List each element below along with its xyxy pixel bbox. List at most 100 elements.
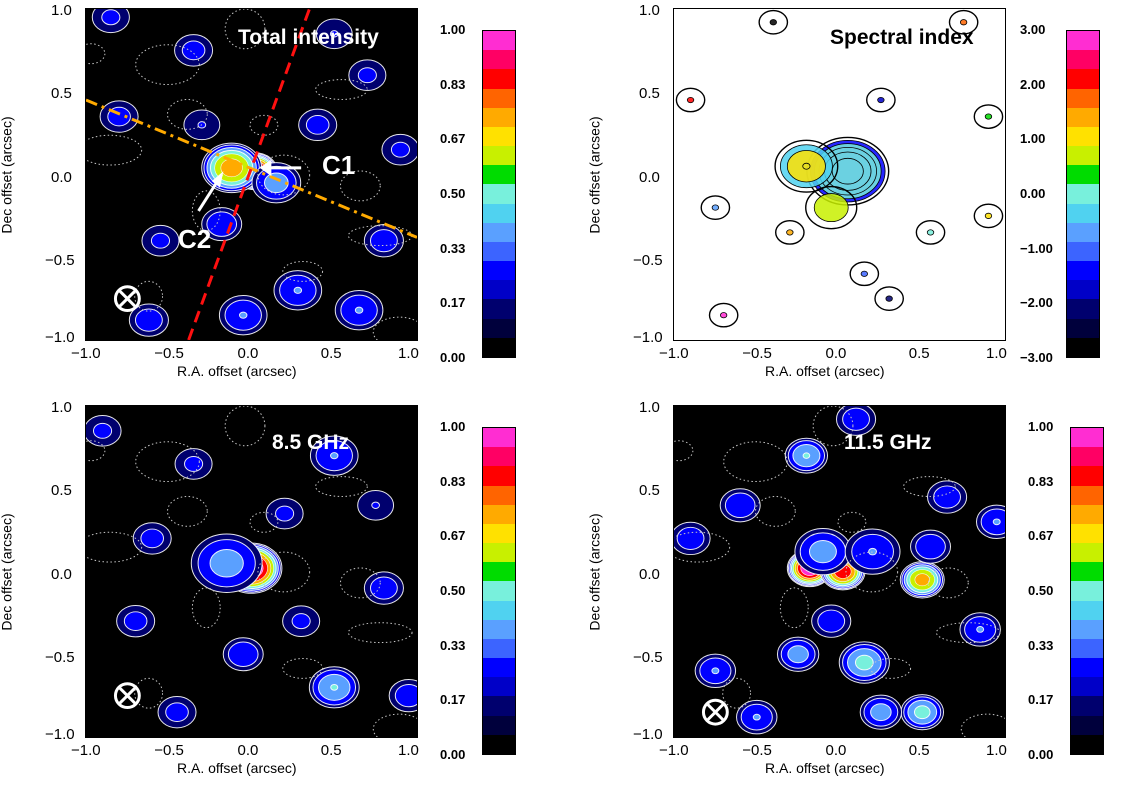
- colorbar-segment: [483, 280, 515, 300]
- colorbar-segment: [1071, 428, 1103, 448]
- emission-peak: [92, 422, 113, 439]
- x-tick-label: 1.0: [986, 742, 1007, 759]
- emission-peak: [686, 96, 695, 104]
- emission-peak: [676, 526, 705, 550]
- panel-spectral-index: Spectral index −1.0 −0.5 0.0 0.5 1.0 1.0 0.5 0.0…: [587, 0, 1144, 397]
- emission-peak: [849, 261, 880, 287]
- colorbar-segment: [483, 126, 515, 147]
- emission-peak: [933, 485, 961, 509]
- colorbar-label: 0.83: [440, 473, 466, 489]
- colorbar-label: 0.83: [1028, 473, 1054, 489]
- panel-title: Total intensity: [238, 26, 379, 49]
- emission-peak: [787, 645, 809, 664]
- colorbar-label: 0.00: [440, 350, 466, 365]
- colorbar-label: −3.00: [1020, 350, 1053, 365]
- x-tick-label: 0.5: [320, 345, 342, 362]
- colorbar-label: 0.50: [440, 186, 466, 201]
- colorbar-segment: [483, 581, 515, 601]
- negative-contour: [372, 713, 417, 737]
- emission-peak: [293, 286, 303, 294]
- emission-peak: [724, 492, 756, 519]
- colorbar: [482, 30, 516, 358]
- emission-peak: [227, 641, 259, 668]
- x-tick-label: 0.0: [825, 345, 847, 362]
- x-tick-label: 1.0: [398, 742, 419, 759]
- y-tick-label: 0.5: [639, 85, 660, 103]
- beam-marker-icon: [113, 285, 141, 313]
- y-tick-label: 1.0: [639, 399, 660, 416]
- colorbar-segment: [1067, 318, 1099, 338]
- emission-peak: [720, 312, 728, 319]
- map-svg: [86, 406, 417, 737]
- negative-contour: [845, 551, 899, 593]
- negative-contour: [135, 44, 200, 86]
- colorbar-segment: [1071, 466, 1103, 486]
- emission-peak: [885, 295, 893, 302]
- negative-contour: [134, 677, 164, 709]
- negative-contour: [674, 531, 731, 563]
- colorbar-segment: [483, 165, 515, 185]
- colorbar-label: 0.50: [440, 583, 466, 598]
- emission-peak: [354, 306, 364, 314]
- map-image: [673, 405, 1006, 738]
- negative-contour: [315, 476, 368, 497]
- colorbar-label: 1.00: [440, 22, 466, 37]
- emission-blobs: [674, 406, 1005, 735]
- colorbar-segment: [483, 658, 515, 678]
- emission-peak: [101, 9, 121, 26]
- y-tick-label: 1.0: [639, 2, 660, 19]
- colorbar-segment: [483, 523, 515, 544]
- emission-peak: [330, 683, 339, 691]
- colorbar-segment: [1071, 638, 1103, 659]
- colorbar-segment: [483, 31, 515, 51]
- emission-blobs: [675, 9, 1004, 328]
- colorbar-segment: [1071, 734, 1103, 754]
- negative-contour: [191, 587, 221, 629]
- red-dashed-line: [187, 9, 311, 340]
- emission-peak: [973, 203, 1004, 229]
- orange-dash-dot-line: [86, 98, 417, 239]
- colorbar-segment: [1071, 504, 1103, 524]
- negative-contour: [779, 587, 809, 629]
- y-tick-label: −1.0: [45, 329, 75, 346]
- colorbar-segment: [1071, 677, 1103, 697]
- emission-peak: [813, 193, 849, 223]
- panel-total-intensity: Total intensity C1 C2 −1.0 −0.5 0.0 0.5 1.0 1.0 0…: [0, 0, 560, 397]
- colorbar-segment: [483, 69, 515, 89]
- emission-peak: [184, 455, 204, 472]
- colorbar-segment: [1067, 299, 1099, 319]
- emission-peak: [275, 505, 295, 522]
- colorbar-label: −1.00: [1020, 240, 1053, 256]
- x-axis-label: R.A. offset (arcsec): [177, 363, 297, 379]
- emission-peak: [357, 67, 377, 84]
- c1-arrowhead: [259, 159, 272, 177]
- colorbar-segment: [483, 562, 515, 582]
- emission-peak: [330, 452, 339, 460]
- emission-peak: [874, 286, 904, 312]
- colorbar-segment: [483, 241, 515, 262]
- colorbar-segment: [1067, 222, 1099, 242]
- emission-peak: [371, 501, 380, 509]
- colorbar-segment: [483, 543, 515, 563]
- colorbar-segment: [483, 485, 515, 505]
- colorbar-label: 2.00: [1020, 76, 1046, 92]
- colorbar-segment: [483, 299, 515, 319]
- colorbar-segment: [483, 50, 515, 70]
- emission-peak: [708, 302, 739, 328]
- negative-contour: [167, 98, 208, 130]
- y-tick-label: 0.0: [51, 565, 72, 583]
- colorbar-label: 0.33: [1028, 637, 1054, 653]
- negative-contour: [960, 713, 1005, 737]
- emission-peak: [775, 220, 805, 245]
- colorbar-label: 0.00: [1020, 186, 1046, 201]
- panel-title: Spectral index: [830, 26, 974, 49]
- emission-peak: [390, 141, 411, 158]
- colorbar-segment: [483, 696, 515, 716]
- emission-peak: [140, 528, 165, 549]
- emission-peak: [123, 611, 148, 631]
- colorbar-segment: [1071, 543, 1103, 563]
- map-svg: [86, 9, 417, 340]
- emission-blobs: [91, 9, 417, 337]
- colorbar-segment: [1071, 696, 1103, 716]
- emission-peak: [329, 30, 339, 38]
